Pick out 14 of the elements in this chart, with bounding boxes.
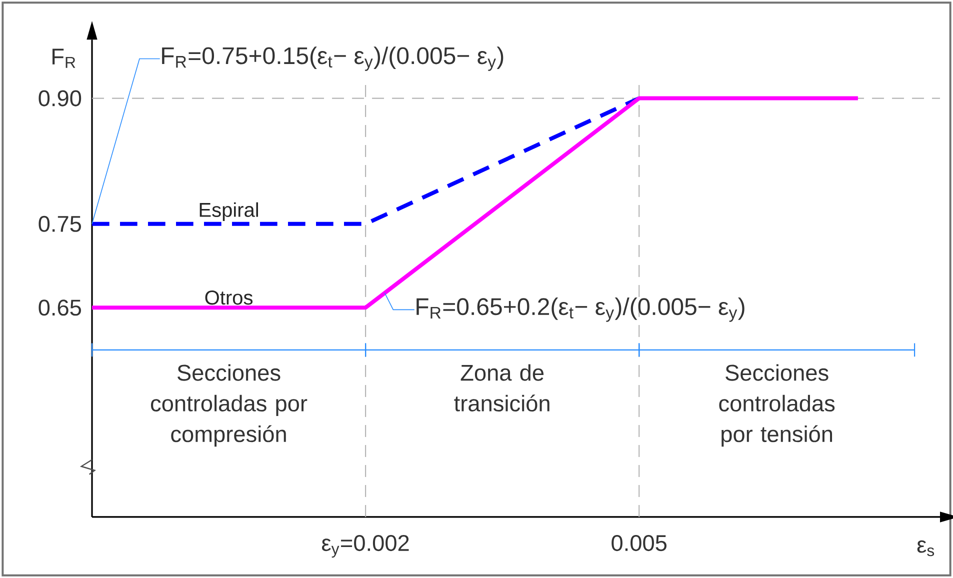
annotation: Secciones controladas por compresión xyxy=(150,364,308,447)
y-axis-title: F$_{R}$ xyxy=(52,48,76,68)
x-axis-title: ε$_{s}$ xyxy=(917,540,934,556)
series-label: Espiral xyxy=(200,202,258,221)
series-label: Otros xyxy=(205,290,252,305)
y-tick-label: 0.90 xyxy=(38,90,82,106)
y-tick-label: 0.75 xyxy=(38,216,82,232)
text: F$_{R}$=0.65+0.2(ε$_{t}$− ε$_{y}$)/(0.005− ε$_{y}$) xyxy=(416,298,744,322)
text: F$_{R}$=0.75+0.15(ε$_{t}$− ε$_{y}$)/(0.005− ε$_{y}$) xyxy=(162,46,504,71)
x-tick-label: 0.005 xyxy=(612,535,666,552)
annotation: Secciones controladas por tensión xyxy=(719,364,835,447)
x-tick-label: ε$_{y}$=0.002 xyxy=(322,535,409,558)
y-tick-label: 0.65 xyxy=(38,300,82,316)
annotation: Zona de transición xyxy=(454,364,550,412)
